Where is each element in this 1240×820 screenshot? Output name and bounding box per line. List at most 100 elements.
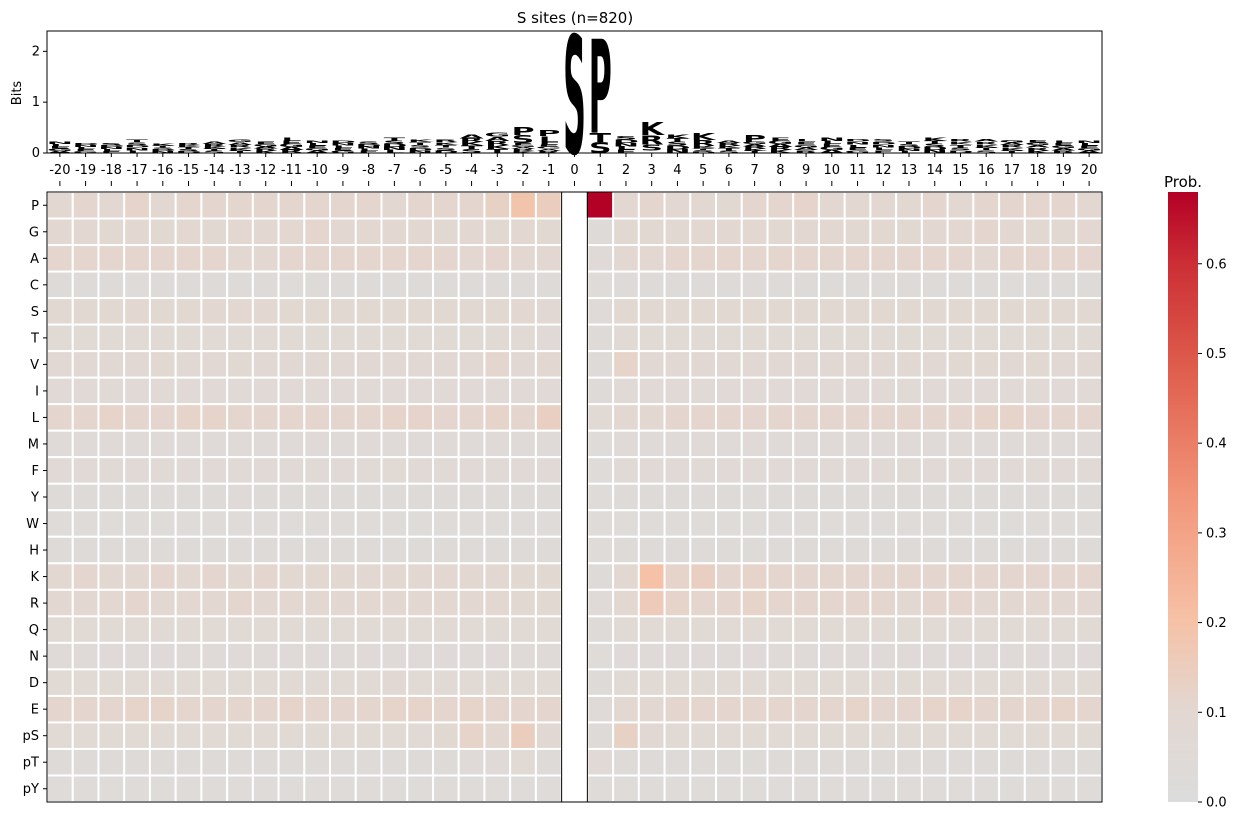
heatmap-cell <box>869 323 898 353</box>
heatmap-cell <box>895 721 923 750</box>
logo-letter: E <box>512 142 534 145</box>
heatmap-cell <box>431 323 460 353</box>
heatmap-cell <box>354 244 383 273</box>
heatmap-cell <box>174 588 203 618</box>
heatmap-cell <box>226 323 254 353</box>
heatmap-cell <box>226 747 254 777</box>
heatmap-cell <box>766 270 795 300</box>
heatmap-cell <box>303 403 332 432</box>
heatmap-cell <box>817 403 846 432</box>
heatmap-cell <box>715 774 743 804</box>
heatmap-cell-empty <box>561 536 588 564</box>
heatmap-cell <box>71 694 100 724</box>
logo-letter: N <box>922 149 948 154</box>
heatmap-cell <box>740 747 769 777</box>
logo-letter: T <box>461 145 483 151</box>
logo-letter: N <box>124 147 150 151</box>
heatmap-cell <box>277 244 306 273</box>
heatmap-cell <box>843 694 872 724</box>
heatmap-cell <box>148 482 177 512</box>
logo-letter: G <box>793 144 819 149</box>
logo-letter: E <box>358 150 380 154</box>
heatmap-cell <box>715 217 743 247</box>
logo-letter: E <box>1078 145 1100 149</box>
logo-letter: L <box>307 143 327 147</box>
heatmap-cell <box>483 641 512 671</box>
heatmap-cell <box>637 535 666 565</box>
heatmap-cell <box>329 721 357 750</box>
heatmap-cell <box>251 641 280 671</box>
logo-letter: E <box>49 146 71 150</box>
heatmap-cell <box>920 615 949 644</box>
heatmap-cell <box>123 456 151 485</box>
heatmap-cell <box>148 747 177 777</box>
heatmap-cell <box>277 456 306 485</box>
heatmap-cell <box>509 615 537 644</box>
heatmap-cell <box>946 562 975 591</box>
heatmap-cell <box>663 668 692 697</box>
heatmap-cell <box>946 535 975 565</box>
heatmap-cell <box>71 615 100 644</box>
heatmap-cell <box>509 774 537 804</box>
heatmap-cell <box>97 323 126 353</box>
heatmap-cell <box>895 668 923 697</box>
heatmap-cell <box>920 403 949 432</box>
heatmap-cell <box>329 244 357 273</box>
logo-x-tick-label: -18 <box>101 163 122 178</box>
logo-letter: N <box>47 141 73 145</box>
heatmap-cell <box>251 535 280 565</box>
heatmap-row-label: A <box>30 252 39 267</box>
heatmap-cell <box>766 297 795 326</box>
heatmap-cell <box>123 588 151 618</box>
logo-letter: K <box>202 146 229 150</box>
colorbar-tick-label: 0.5 <box>1206 347 1227 362</box>
heatmap-cell <box>97 456 126 485</box>
heatmap-cell <box>380 350 409 379</box>
logo-x-tick-label: 6 <box>725 163 733 178</box>
heatmap-cell <box>303 694 332 724</box>
heatmap-cell <box>123 403 151 432</box>
heatmap-cell <box>329 191 357 220</box>
logo-panel: AGELNGELNDELNDSLNDSTNDSTKDSTKRSTKRATKRAG… <box>10 3 1103 192</box>
logo-letter: A <box>1077 150 1102 154</box>
heatmap-cell <box>843 244 872 273</box>
heatmap-row-label: I <box>35 384 39 399</box>
logo-letter: K <box>434 141 461 145</box>
heatmap-cell <box>689 191 718 220</box>
logo-x-tick-label: -11 <box>281 163 302 178</box>
heatmap-cell <box>972 774 1001 804</box>
heatmap-cell <box>1023 429 1052 459</box>
heatmap-cell <box>354 562 383 591</box>
heatmap-cell <box>817 270 846 300</box>
logo-letter: D <box>613 139 639 144</box>
heatmap-cell <box>329 774 357 804</box>
heatmap-cell <box>329 694 357 724</box>
heatmap-cell <box>380 244 409 273</box>
heatmap-cell <box>354 641 383 671</box>
heatmap-cell <box>509 350 537 379</box>
heatmap-cell <box>46 747 74 777</box>
heatmap-cell <box>869 747 898 777</box>
logo-letter: D <box>72 142 98 145</box>
logo-letter: G <box>304 148 330 152</box>
heatmap-cell <box>303 509 332 538</box>
heatmap-cell <box>1023 615 1052 644</box>
logo-letter: S <box>666 141 689 147</box>
heatmap-cell <box>277 615 306 644</box>
heatmap-cell <box>869 244 898 273</box>
heatmap-cell <box>277 509 306 538</box>
heatmap-cell <box>483 694 512 724</box>
logo-letter: A <box>305 150 330 154</box>
heatmap-cell <box>354 509 383 538</box>
heatmap-cell <box>46 535 74 565</box>
heatmap-cell <box>71 323 100 353</box>
logo-letter: A <box>279 146 304 151</box>
heatmap-cell <box>612 403 640 432</box>
heatmap-cell <box>766 456 795 485</box>
heatmap-cell <box>226 270 254 300</box>
heatmap-cell <box>740 721 769 750</box>
heatmap-cell <box>200 535 229 565</box>
logo-letter: K <box>176 144 203 147</box>
logo-letter: R <box>691 146 715 148</box>
heatmap-cell <box>895 747 923 777</box>
